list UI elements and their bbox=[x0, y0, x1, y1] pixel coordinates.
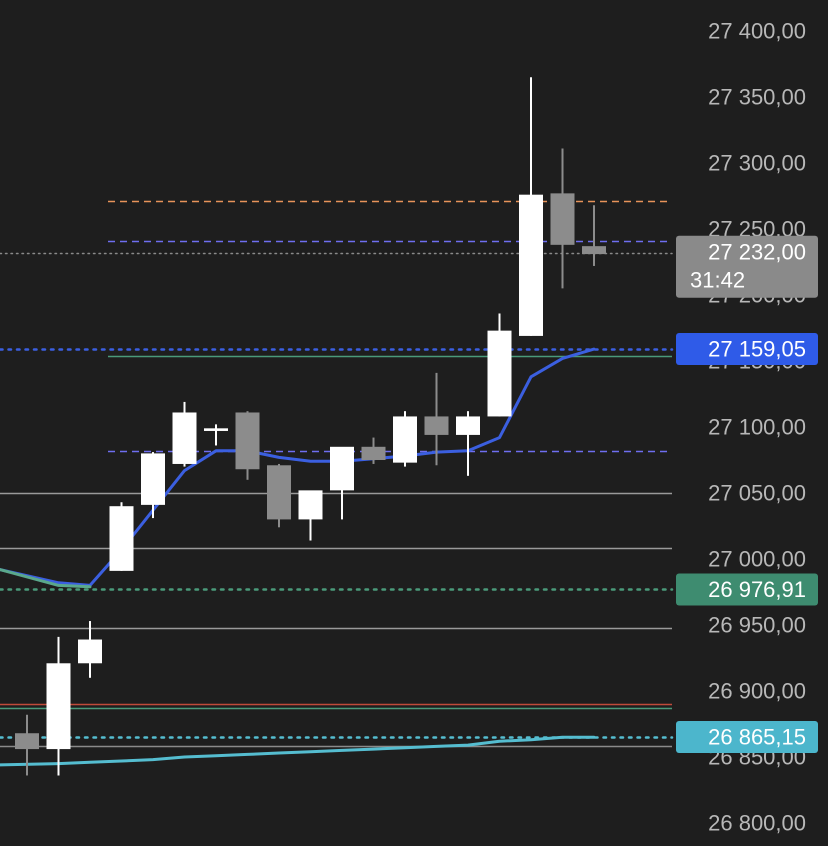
y-tick-label: 27 100,00 bbox=[708, 415, 806, 440]
candle-body bbox=[172, 412, 197, 464]
candle[interactable] bbox=[393, 411, 417, 467]
candle-body bbox=[361, 446, 386, 460]
price-badge: 27 232,00 31:42 bbox=[676, 235, 818, 298]
price-badge-label: 26 976,91 bbox=[708, 577, 806, 602]
candle-body bbox=[141, 453, 165, 505]
candle-body bbox=[519, 194, 543, 336]
price-badge-background bbox=[676, 573, 818, 606]
y-tick-label: 26 900,00 bbox=[708, 679, 806, 704]
candle[interactable] bbox=[235, 411, 260, 480]
candle[interactable] bbox=[267, 463, 291, 528]
price-badge-label: 27 232,00 bbox=[708, 239, 806, 264]
candle[interactable] bbox=[78, 621, 102, 678]
candle-body bbox=[487, 330, 512, 417]
indicator-line bbox=[0, 568, 92, 589]
candle-body bbox=[298, 490, 323, 520]
candle[interactable] bbox=[298, 490, 323, 541]
y-tick-label: 27 300,00 bbox=[708, 151, 806, 176]
candle[interactable] bbox=[15, 714, 39, 776]
price-badge: 27 159,05 bbox=[676, 333, 818, 366]
y-tick-label: 27 000,00 bbox=[708, 547, 806, 572]
price-badges: 27 232,00 31:42 27 159,05 26 976,91 26 865,1… bbox=[676, 235, 818, 754]
candle-body bbox=[550, 193, 575, 245]
candle-body bbox=[15, 733, 39, 750]
candle-body bbox=[393, 416, 417, 463]
countdown-label: 31:42 bbox=[690, 267, 745, 292]
y-tick-label: 26 950,00 bbox=[708, 613, 806, 638]
price-badge: 26 976,91 bbox=[676, 573, 818, 606]
candle[interactable] bbox=[582, 205, 606, 266]
candle-body bbox=[235, 412, 260, 470]
candle[interactable] bbox=[46, 636, 71, 776]
y-tick-label: 27 400,00 bbox=[708, 19, 806, 44]
candle[interactable] bbox=[172, 401, 197, 467]
candle-body bbox=[424, 416, 449, 435]
candle[interactable] bbox=[550, 148, 575, 289]
price-badge-background bbox=[676, 721, 818, 754]
price-badge-label: 26 865,15 bbox=[708, 725, 806, 750]
candle[interactable] bbox=[519, 77, 543, 336]
candle[interactable] bbox=[361, 437, 386, 464]
candle[interactable] bbox=[487, 313, 512, 417]
candle-body bbox=[204, 428, 228, 431]
candle-body bbox=[109, 506, 134, 571]
indicator-line bbox=[0, 735, 596, 767]
candles[interactable] bbox=[15, 77, 606, 776]
candle-body bbox=[78, 639, 102, 664]
y-tick-label: 26 800,00 bbox=[708, 811, 806, 836]
y-tick-label: 27 050,00 bbox=[708, 481, 806, 506]
price-badge: 26 865,15 bbox=[676, 721, 818, 754]
candle-body bbox=[267, 465, 291, 520]
y-tick-label: 27 350,00 bbox=[708, 85, 806, 110]
candle[interactable] bbox=[456, 411, 480, 476]
candle-body bbox=[582, 246, 606, 255]
candle-body bbox=[456, 416, 480, 435]
price-badge-background bbox=[676, 235, 818, 298]
candle-body bbox=[46, 663, 71, 750]
candle[interactable] bbox=[109, 502, 134, 571]
candle[interactable] bbox=[424, 372, 449, 466]
candle[interactable] bbox=[141, 452, 165, 519]
candle[interactable] bbox=[204, 424, 228, 446]
candle-body bbox=[330, 446, 354, 491]
candle[interactable] bbox=[330, 446, 354, 520]
price-badge-label: 27 159,05 bbox=[708, 337, 806, 362]
price-badge-background bbox=[676, 333, 818, 366]
